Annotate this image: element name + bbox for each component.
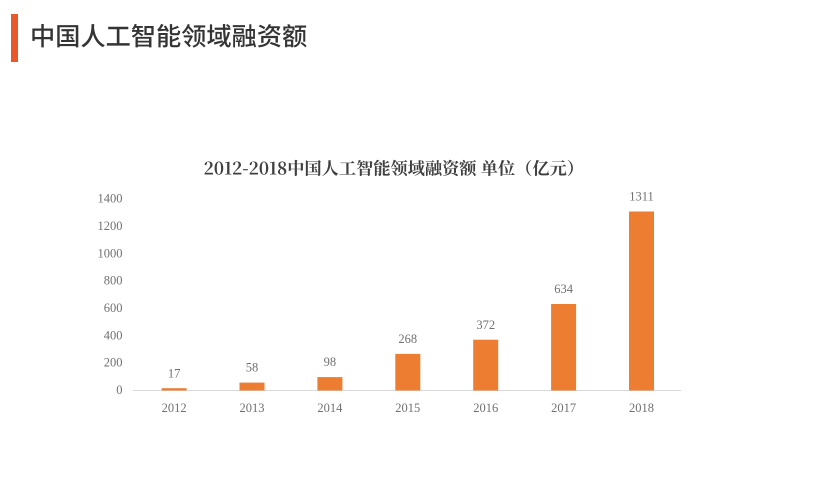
svg-text:2016: 2016 xyxy=(473,401,498,415)
svg-text:200: 200 xyxy=(104,356,123,370)
svg-text:17: 17 xyxy=(168,366,181,380)
svg-text:1000: 1000 xyxy=(98,246,123,260)
svg-text:1200: 1200 xyxy=(98,219,123,233)
svg-text:58: 58 xyxy=(246,361,259,375)
svg-text:2014: 2014 xyxy=(317,401,343,415)
svg-text:0: 0 xyxy=(116,383,122,397)
svg-text:2012: 2012 xyxy=(162,401,187,415)
svg-text:1311: 1311 xyxy=(629,190,654,204)
svg-text:634: 634 xyxy=(554,282,574,296)
svg-text:268: 268 xyxy=(398,332,417,346)
svg-text:1400: 1400 xyxy=(98,192,123,206)
svg-text:600: 600 xyxy=(104,301,123,315)
svg-text:400: 400 xyxy=(104,328,123,342)
svg-text:372: 372 xyxy=(476,318,495,332)
svg-text:2015: 2015 xyxy=(395,401,420,415)
svg-text:2013: 2013 xyxy=(240,401,265,415)
svg-text:800: 800 xyxy=(104,274,123,288)
svg-text:2017: 2017 xyxy=(551,401,576,415)
svg-text:98: 98 xyxy=(324,355,337,369)
svg-text:2018: 2018 xyxy=(629,401,654,415)
